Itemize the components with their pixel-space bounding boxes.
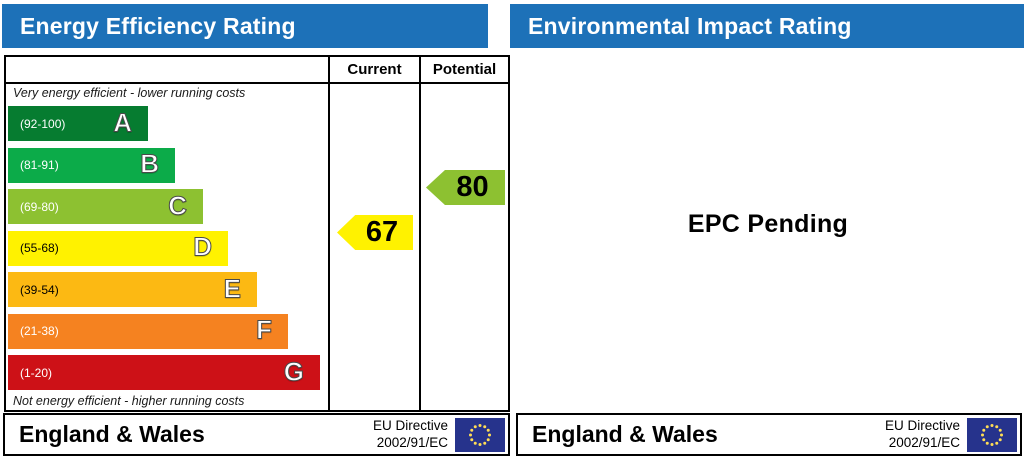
band-letter: G: [283, 355, 304, 386]
potential-column-header: Potential: [432, 61, 497, 78]
band-g: (1-20) G: [8, 355, 320, 390]
current-column-header: Current: [347, 61, 402, 78]
energy-rating-banner: Energy Efficiency Rating: [2, 4, 488, 48]
band-range-label: (81-91): [20, 158, 59, 172]
epc-pending-message: EPC Pending: [687, 210, 849, 238]
band-range-label: (1-20): [20, 365, 53, 380]
band-range-label: (92-100): [20, 116, 66, 131]
band-letter: C: [168, 189, 188, 220]
band-range-label: (39-54): [20, 282, 59, 297]
energy-footer: England & Wales EU Directive 2002/91/EC: [3, 413, 510, 456]
eu-flag-icon: [455, 417, 505, 452]
environmental-footer: England & Wales EU Directive 2002/91/EC: [516, 413, 1022, 456]
potential-column-divider: [419, 57, 421, 410]
eu-flag-icon: [967, 417, 1017, 452]
environmental-rating-banner: Environmental Impact Rating: [510, 4, 1024, 48]
band-range-label: (55-68): [20, 241, 59, 255]
region-label: England & Wales: [532, 421, 718, 447]
band-letter: E: [223, 272, 241, 303]
band-e: (39-54) E: [8, 272, 257, 307]
current-column-divider: [328, 57, 330, 410]
band-f: (21-38) F: [8, 313, 288, 349]
band-letter: D: [193, 231, 213, 262]
current-rating-arrow: 67: [337, 215, 413, 250]
band-b: (81-91) B: [8, 147, 175, 183]
band-range-label: (21-38): [20, 324, 59, 338]
band-a: (92-100) A: [8, 106, 148, 141]
header-row-divider: [6, 82, 508, 84]
environmental-rating-panel: EPC Pending: [512, 55, 1024, 412]
band-range-label: (69-80): [20, 199, 59, 214]
band-c: (69-80) C: [8, 189, 203, 224]
energy-rating-chart: Current Potential Very energy efficient …: [4, 55, 510, 412]
environmental-rating-title: Environmental Impact Rating: [528, 12, 852, 39]
band-letter: A: [113, 106, 133, 137]
efficient-caption: Very energy efficient - lower running co…: [13, 86, 246, 100]
eu-directive-label: EU Directive 2002/91/EC: [372, 418, 448, 450]
inefficient-caption: Not energy efficient - higher running co…: [13, 394, 245, 408]
band-letter: B: [140, 148, 160, 179]
energy-rating-title: Energy Efficiency Rating: [20, 12, 296, 39]
region-label: England & Wales: [19, 421, 205, 447]
potential-rating-arrow: 80: [426, 170, 505, 205]
band-d: (55-68) D: [8, 230, 228, 266]
eu-directive-label: EU Directive 2002/91/EC: [884, 418, 960, 450]
band-letter: F: [256, 314, 273, 345]
